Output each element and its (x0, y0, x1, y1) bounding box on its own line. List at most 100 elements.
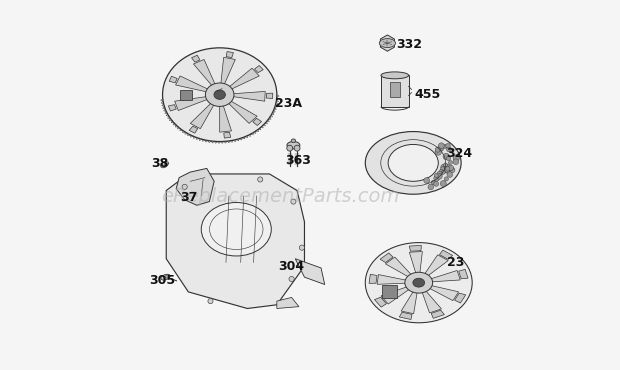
Text: 38: 38 (151, 157, 168, 170)
Circle shape (432, 180, 436, 185)
Polygon shape (166, 174, 304, 309)
Circle shape (439, 169, 443, 174)
Circle shape (438, 145, 444, 151)
Circle shape (435, 147, 440, 152)
Polygon shape (228, 101, 257, 124)
Polygon shape (169, 105, 176, 111)
Text: 332: 332 (397, 38, 423, 51)
Polygon shape (432, 310, 445, 318)
Text: 304: 304 (278, 260, 305, 273)
Circle shape (424, 178, 430, 184)
Polygon shape (409, 252, 422, 274)
Circle shape (434, 181, 439, 186)
Polygon shape (229, 68, 259, 90)
Circle shape (440, 181, 446, 186)
Circle shape (446, 156, 451, 161)
Ellipse shape (388, 144, 438, 181)
Polygon shape (369, 274, 377, 283)
Ellipse shape (165, 275, 170, 278)
Text: 305: 305 (149, 273, 176, 287)
Polygon shape (175, 76, 209, 92)
Circle shape (447, 172, 453, 177)
Ellipse shape (381, 72, 409, 79)
Polygon shape (277, 297, 299, 309)
Circle shape (435, 149, 441, 155)
Circle shape (258, 177, 263, 182)
Polygon shape (399, 312, 412, 320)
Text: eReplacementParts.com: eReplacementParts.com (161, 186, 400, 206)
Circle shape (448, 165, 454, 171)
Ellipse shape (164, 162, 169, 165)
Polygon shape (295, 259, 325, 285)
Polygon shape (221, 57, 236, 85)
Circle shape (446, 147, 451, 152)
Circle shape (445, 164, 450, 169)
Ellipse shape (379, 38, 396, 47)
Circle shape (453, 159, 459, 165)
Polygon shape (424, 255, 448, 276)
Ellipse shape (365, 243, 472, 323)
Text: 363: 363 (285, 154, 311, 167)
Polygon shape (374, 297, 386, 307)
FancyBboxPatch shape (180, 90, 192, 100)
Polygon shape (454, 293, 466, 303)
Ellipse shape (287, 141, 300, 149)
Polygon shape (409, 245, 422, 251)
Circle shape (453, 155, 459, 161)
Ellipse shape (291, 139, 296, 142)
Ellipse shape (214, 90, 226, 100)
Polygon shape (422, 290, 441, 313)
Polygon shape (175, 97, 208, 111)
Circle shape (438, 143, 445, 149)
Polygon shape (169, 76, 177, 83)
Polygon shape (381, 286, 410, 304)
Circle shape (182, 184, 187, 189)
Circle shape (448, 161, 453, 164)
Ellipse shape (202, 202, 272, 256)
Circle shape (289, 276, 294, 282)
Polygon shape (193, 60, 215, 86)
Polygon shape (386, 257, 412, 278)
Circle shape (287, 145, 293, 151)
FancyBboxPatch shape (381, 75, 409, 107)
Circle shape (443, 153, 449, 160)
Text: 455: 455 (414, 88, 440, 101)
Text: 324: 324 (446, 147, 472, 160)
Circle shape (445, 168, 450, 173)
Circle shape (428, 184, 433, 190)
Circle shape (441, 171, 445, 174)
Ellipse shape (162, 48, 277, 142)
Circle shape (208, 299, 213, 304)
Circle shape (445, 166, 450, 171)
Polygon shape (380, 253, 393, 262)
Polygon shape (254, 65, 264, 73)
Polygon shape (428, 285, 459, 300)
Polygon shape (224, 132, 231, 138)
Circle shape (443, 166, 448, 172)
Circle shape (437, 171, 442, 176)
Polygon shape (377, 275, 407, 284)
Text: 23A: 23A (275, 97, 302, 110)
Polygon shape (232, 91, 265, 101)
Polygon shape (401, 291, 417, 314)
Polygon shape (190, 102, 215, 129)
Ellipse shape (205, 83, 234, 107)
Ellipse shape (405, 272, 433, 293)
Text: 23: 23 (447, 256, 464, 269)
Polygon shape (267, 93, 273, 98)
Circle shape (299, 245, 304, 250)
Circle shape (434, 175, 440, 181)
Polygon shape (459, 269, 468, 279)
Circle shape (435, 174, 438, 178)
Polygon shape (219, 105, 231, 132)
Polygon shape (430, 270, 460, 282)
Circle shape (444, 167, 450, 173)
FancyBboxPatch shape (383, 285, 397, 298)
Polygon shape (381, 35, 394, 51)
Circle shape (443, 163, 448, 167)
FancyBboxPatch shape (390, 82, 400, 97)
Polygon shape (226, 51, 234, 58)
Ellipse shape (413, 278, 425, 287)
Circle shape (441, 167, 445, 171)
Polygon shape (192, 55, 200, 62)
